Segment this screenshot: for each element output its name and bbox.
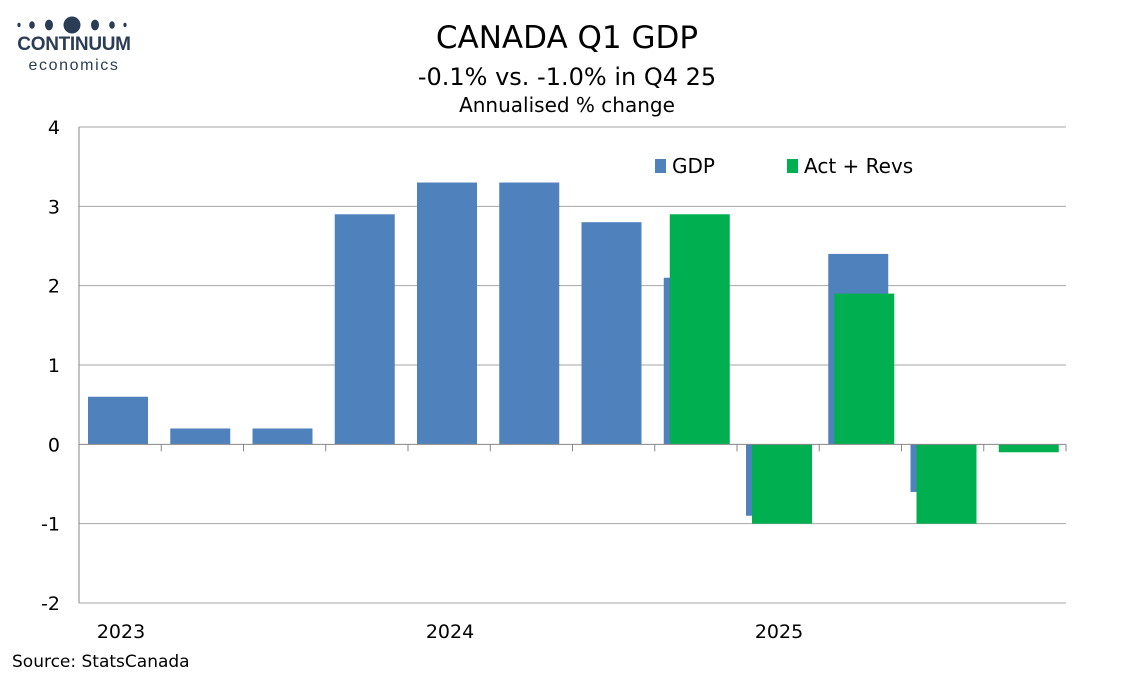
x-tick-label: 2023 xyxy=(97,621,145,643)
act-revs-bar xyxy=(916,444,977,524)
y-tick-label: 0 xyxy=(48,434,60,456)
gdp-bar xyxy=(252,428,313,445)
legend-label: GDP xyxy=(672,154,715,178)
act-revs-bar xyxy=(834,293,895,445)
logo-wordmark: CONTINUUM xyxy=(17,34,131,55)
logo-tagline: economics xyxy=(28,57,120,74)
gdp-bar xyxy=(499,182,560,445)
chart-subtitle: -0.1% vs. -1.0% in Q4 25 xyxy=(417,63,717,91)
x-tick-label: 2024 xyxy=(426,621,474,643)
legend-swatch xyxy=(655,159,666,173)
gdp-bar xyxy=(334,214,395,445)
act-revs-bar xyxy=(998,444,1059,453)
act-revs-bar xyxy=(752,444,812,524)
gdp-bar xyxy=(581,222,642,445)
continuum-economics-logo: CONTINUUM economics xyxy=(14,12,134,74)
y-tick-label: 2 xyxy=(48,276,60,298)
y-tick-label: -2 xyxy=(41,593,60,615)
y-tick-label: 4 xyxy=(48,117,60,139)
legend-swatch xyxy=(787,159,798,173)
gdp-bar xyxy=(170,428,231,445)
act-revs-bar xyxy=(669,214,730,445)
logo-dots-icon xyxy=(17,16,127,34)
y-tick-label: -1 xyxy=(41,514,60,536)
gdp-bar xyxy=(88,396,148,445)
gdp-bar xyxy=(417,182,477,445)
y-tick-label: 1 xyxy=(48,355,60,377)
y-tick-label: 3 xyxy=(48,196,60,218)
legend-label: Act + Revs xyxy=(804,154,913,178)
x-tick-label: 2025 xyxy=(755,621,803,643)
source-note: Source: StatsCanada xyxy=(12,652,190,672)
chart-units: Annualised % change xyxy=(459,93,675,117)
chart-title: CANADA Q1 GDP xyxy=(435,20,699,56)
